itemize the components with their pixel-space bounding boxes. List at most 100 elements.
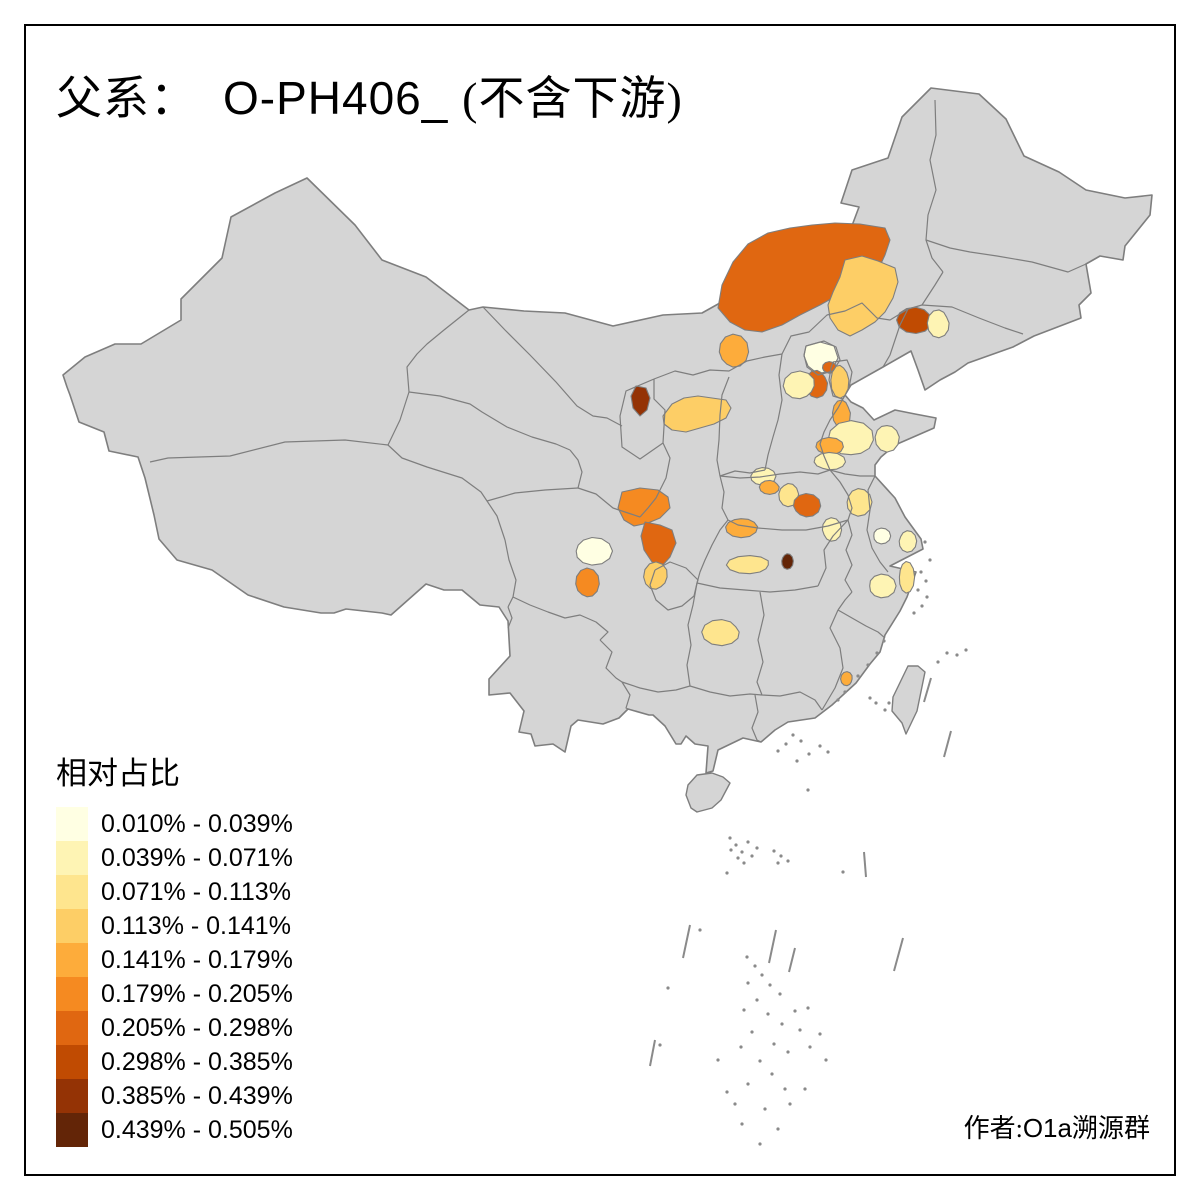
- legend-rows: 0.010% - 0.039% 0.039% - 0.071% 0.071% - 0…: [56, 807, 293, 1147]
- legend-row: 0.141% - 0.179%: [56, 943, 293, 977]
- small-island-dot: [698, 928, 702, 932]
- legend-swatch-bin-5: [56, 943, 88, 977]
- legend-swatch-bin-10: [56, 1113, 88, 1147]
- small-island-dot: [740, 850, 744, 854]
- legend-label: 0.071% - 0.113%: [101, 877, 291, 906]
- legend-row: 0.179% - 0.205%: [56, 977, 293, 1011]
- small-island-dot: [883, 708, 887, 712]
- small-island-dot: [760, 973, 764, 977]
- small-island-dot: [755, 846, 759, 850]
- province-border-47: [828, 359, 853, 400]
- province-border-1: [149, 439, 389, 463]
- legend-row: 0.298% - 0.385%: [56, 1045, 293, 1079]
- small-island-dot: [912, 611, 916, 615]
- small-island-dot: [925, 595, 929, 599]
- small-island-dot: [808, 1045, 812, 1049]
- small-island-dot: [742, 1008, 746, 1012]
- province-border-13: [653, 302, 909, 380]
- province-border-35: [599, 639, 623, 683]
- prefecture-patch-30-bin10: [781, 553, 794, 570]
- small-island-dot: [919, 570, 923, 574]
- province-border-4: [504, 539, 517, 608]
- small-island-dot: [666, 986, 670, 990]
- small-island-dot: [866, 663, 870, 667]
- small-island-dot: [776, 1127, 780, 1131]
- small-island-dot: [763, 1107, 767, 1111]
- legend-title: 相对占比: [56, 756, 180, 791]
- small-island-dot: [916, 588, 920, 592]
- prefecture-patch-34-bin7: [640, 521, 677, 567]
- small-island-dot: [788, 1102, 792, 1106]
- small-island-dot: [780, 1022, 784, 1026]
- small-island-dot: [841, 870, 845, 874]
- province-border-8: [577, 487, 641, 518]
- prefecture-patch-04-bin2: [926, 309, 950, 339]
- page-title: 父系： O-PH406_ (不含下游): [56, 62, 683, 128]
- province-border-9: [482, 306, 623, 427]
- small-island-dot: [779, 854, 783, 858]
- legend-label: 0.039% - 0.071%: [101, 843, 293, 872]
- small-island-dot: [750, 1030, 754, 1034]
- small-island-dot: [766, 1012, 770, 1016]
- legend-swatch-bin-9: [56, 1079, 88, 1113]
- small-island-dot: [746, 981, 750, 985]
- province-border-42: [837, 609, 886, 639]
- small-island-dot: [725, 1090, 729, 1094]
- small-island-dot: [768, 983, 772, 987]
- reef-dash: [788, 947, 796, 973]
- small-island-dot: [733, 1102, 737, 1106]
- small-island-dot: [806, 788, 810, 792]
- small-island-dot: [807, 752, 811, 756]
- prefecture-patch-35-bin1: [575, 536, 614, 566]
- province-border-15: [925, 99, 944, 273]
- small-island-dot: [776, 861, 780, 865]
- prefecture-patch-02-bin4: [827, 255, 899, 337]
- prefecture-patch-05-bin5: [718, 333, 750, 368]
- province-border-7: [486, 487, 579, 502]
- small-island-dot: [658, 1043, 662, 1047]
- legend-row: 0.113% - 0.141%: [56, 909, 293, 943]
- title-prefix: 父系：: [56, 73, 197, 124]
- small-island-dot: [772, 849, 776, 853]
- small-island-dot: [793, 1009, 797, 1013]
- reef-dash: [682, 924, 691, 959]
- province-border-18: [921, 304, 1024, 335]
- province-border-14: [882, 308, 909, 368]
- legend-label: 0.141% - 0.179%: [101, 945, 293, 974]
- small-island-dot: [836, 698, 840, 702]
- province-border-27: [866, 475, 889, 573]
- reef-dash: [649, 1039, 656, 1067]
- prefecture-patch-15-bin2: [874, 425, 900, 453]
- legend-row: 0.039% - 0.071%: [56, 841, 293, 875]
- province-border-34: [512, 596, 609, 641]
- small-island-dot: [799, 739, 803, 743]
- legend-label: 0.439% - 0.505%: [101, 1115, 293, 1144]
- province-border-45: [507, 606, 513, 629]
- province-border-22: [719, 469, 831, 479]
- legend-swatch-bin-3: [56, 875, 88, 909]
- small-island-dot: [753, 964, 757, 968]
- small-island-dot: [750, 854, 754, 858]
- province-border-39: [689, 685, 823, 711]
- small-island-dot: [729, 848, 733, 852]
- small-island-dot: [936, 660, 940, 664]
- reef-dash: [768, 929, 777, 964]
- small-island-dot: [716, 1058, 720, 1062]
- province-border-21: [719, 475, 729, 521]
- taiwan-island: [891, 665, 926, 735]
- reef-dash: [863, 851, 867, 878]
- legend-swatch-bin-6: [56, 977, 88, 1011]
- legend-label: 0.205% - 0.298%: [101, 1013, 293, 1042]
- small-island-dot: [964, 648, 968, 652]
- small-island-dot: [924, 579, 928, 583]
- province-border-32: [654, 561, 699, 584]
- legend-row: 0.071% - 0.113%: [56, 875, 293, 909]
- small-island-dot: [784, 742, 788, 746]
- province-border-5: [408, 391, 571, 451]
- province-border-10: [619, 378, 666, 460]
- legend-row: 0.439% - 0.505%: [56, 1113, 293, 1147]
- province-border-30: [696, 582, 819, 593]
- small-island-dot: [806, 1006, 810, 1010]
- province-border-28: [844, 519, 853, 593]
- legend-swatch-bin-4: [56, 909, 88, 943]
